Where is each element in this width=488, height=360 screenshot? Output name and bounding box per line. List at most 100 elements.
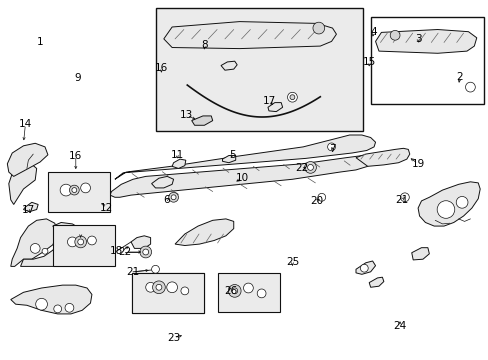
Circle shape	[145, 282, 155, 292]
Circle shape	[42, 248, 48, 254]
Circle shape	[54, 305, 61, 313]
Text: 19: 19	[410, 159, 424, 169]
Circle shape	[287, 92, 297, 102]
Text: 3: 3	[414, 34, 421, 44]
Polygon shape	[267, 103, 282, 112]
Polygon shape	[115, 135, 375, 179]
Circle shape	[257, 289, 265, 298]
Circle shape	[304, 162, 316, 173]
Circle shape	[81, 183, 90, 193]
Text: 5: 5	[228, 150, 235, 160]
Bar	[370, 17, 483, 104]
Text: 26: 26	[224, 286, 237, 296]
Circle shape	[312, 22, 324, 34]
Polygon shape	[368, 277, 383, 287]
Text: 22: 22	[295, 163, 308, 174]
Text: 11: 11	[170, 150, 183, 160]
Polygon shape	[110, 156, 370, 197]
Circle shape	[317, 193, 325, 201]
Bar	[53, 225, 115, 266]
Circle shape	[156, 284, 162, 290]
Text: 17: 17	[21, 204, 35, 215]
Circle shape	[67, 237, 77, 247]
Polygon shape	[375, 30, 476, 53]
Circle shape	[228, 284, 241, 297]
Text: 24: 24	[392, 321, 406, 331]
Text: 12: 12	[100, 203, 113, 213]
Text: 21: 21	[394, 195, 408, 205]
Text: 14: 14	[19, 119, 32, 129]
Circle shape	[75, 236, 86, 248]
Bar	[132, 273, 204, 313]
Circle shape	[289, 95, 294, 100]
Circle shape	[65, 303, 74, 312]
Circle shape	[360, 264, 367, 272]
Circle shape	[166, 282, 177, 293]
Polygon shape	[92, 186, 106, 199]
Polygon shape	[151, 176, 173, 188]
Circle shape	[152, 281, 165, 294]
Text: 13: 13	[180, 110, 193, 120]
Polygon shape	[417, 182, 479, 226]
Polygon shape	[411, 248, 428, 260]
Text: 20: 20	[310, 196, 323, 206]
Circle shape	[60, 184, 72, 196]
Circle shape	[140, 246, 151, 258]
Circle shape	[69, 185, 79, 195]
Text: 17: 17	[262, 96, 275, 106]
Circle shape	[142, 249, 148, 255]
Circle shape	[327, 143, 335, 151]
Circle shape	[389, 30, 399, 40]
Text: 2: 2	[455, 72, 462, 82]
Text: 6: 6	[163, 195, 169, 205]
Text: 15: 15	[362, 57, 375, 67]
Polygon shape	[355, 148, 409, 166]
Circle shape	[400, 193, 408, 202]
Circle shape	[455, 197, 467, 208]
Text: 7: 7	[328, 144, 335, 154]
Text: 23: 23	[166, 333, 180, 343]
Text: 1: 1	[37, 37, 43, 48]
Circle shape	[171, 195, 176, 200]
Polygon shape	[175, 219, 233, 246]
Text: 9: 9	[74, 73, 81, 84]
Text: 18: 18	[109, 246, 123, 256]
Polygon shape	[131, 236, 150, 248]
Bar	[155, 8, 362, 131]
Polygon shape	[355, 261, 375, 274]
Circle shape	[78, 239, 83, 245]
Circle shape	[72, 188, 77, 193]
Polygon shape	[163, 22, 336, 49]
Circle shape	[36, 298, 47, 310]
Polygon shape	[20, 222, 85, 266]
Text: 21: 21	[126, 267, 140, 277]
Circle shape	[243, 283, 253, 293]
Polygon shape	[191, 116, 212, 125]
Circle shape	[87, 236, 96, 245]
Text: 16: 16	[69, 150, 82, 161]
Text: 25: 25	[285, 257, 299, 267]
Circle shape	[231, 288, 237, 294]
Polygon shape	[23, 202, 38, 212]
Circle shape	[168, 192, 178, 202]
Circle shape	[465, 82, 474, 92]
Polygon shape	[9, 160, 37, 204]
Text: 16: 16	[154, 63, 168, 73]
Circle shape	[181, 287, 188, 295]
Polygon shape	[11, 219, 58, 266]
Circle shape	[307, 165, 313, 170]
Bar	[217, 273, 279, 312]
Polygon shape	[7, 143, 48, 176]
Text: 10: 10	[235, 173, 248, 183]
Text: 22: 22	[118, 247, 131, 257]
Text: 4: 4	[370, 27, 377, 37]
Polygon shape	[172, 159, 185, 168]
Polygon shape	[221, 61, 237, 70]
Circle shape	[151, 265, 159, 273]
Circle shape	[436, 201, 454, 218]
Polygon shape	[222, 156, 235, 163]
Bar	[132, 273, 204, 313]
Bar	[48, 172, 110, 212]
Polygon shape	[11, 285, 92, 314]
Text: 8: 8	[201, 40, 207, 50]
